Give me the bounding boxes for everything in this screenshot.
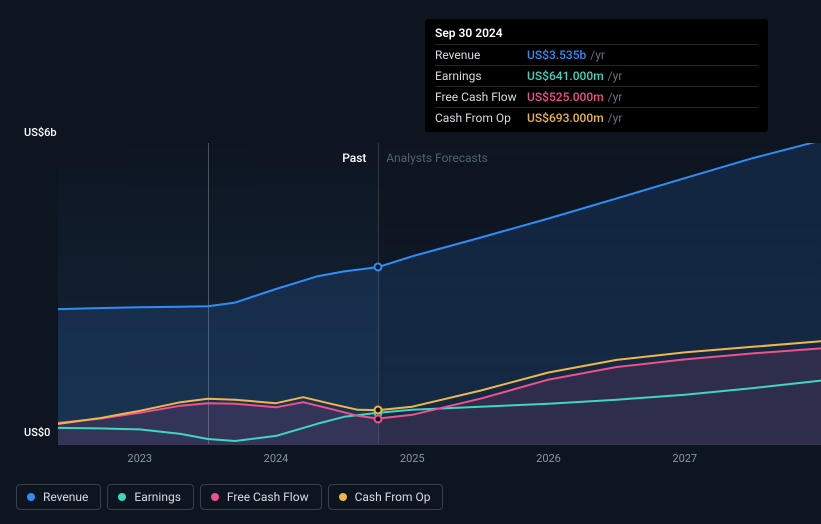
tooltip-metric-label: Cash From Op <box>435 111 527 125</box>
tooltip-row: RevenueUS$3.535b/yr <box>435 44 758 65</box>
tooltip-metric-label: Free Cash Flow <box>435 90 527 104</box>
legend-swatch-icon <box>211 493 219 501</box>
tooltip-metric-label: Revenue <box>435 48 527 62</box>
tooltip-row: Cash From OpUS$693.000m/yr <box>435 107 758 128</box>
forecast-chart[interactable]: Past Analysts Forecasts <box>16 143 805 445</box>
tooltip-metric-label: Earnings <box>435 69 527 83</box>
legend-label: Free Cash Flow <box>227 490 309 504</box>
legend-swatch-icon <box>339 493 347 501</box>
legend-item-revenue[interactable]: Revenue <box>16 484 101 510</box>
chart-legend: Revenue Earnings Free Cash Flow Cash From O… <box>16 484 443 510</box>
legend-item-fcf[interactable]: Free Cash Flow <box>200 484 322 510</box>
tooltip-date: Sep 30 2024 <box>435 26 758 40</box>
tooltip-metric-value: US$525.000m <box>527 90 604 104</box>
legend-item-cfo[interactable]: Cash From Op <box>328 484 444 510</box>
tooltip-metric-unit: /yr <box>608 111 623 125</box>
x-tick: 2027 <box>672 452 697 465</box>
tooltip-metric-value: US$3.535b <box>527 48 586 62</box>
legend-label: Cash From Op <box>355 490 431 504</box>
legend-item-earnings[interactable]: Earnings <box>107 484 194 510</box>
tooltip-metric-value: US$641.000m <box>527 69 604 83</box>
x-tick: 2024 <box>264 452 289 465</box>
tooltip-rows: RevenueUS$3.535b/yrEarningsUS$641.000m/y… <box>435 44 758 128</box>
x-axis-ticks: 2023 2024 2025 2026 2027 <box>58 452 821 468</box>
plot-area[interactable]: Past Analysts Forecasts <box>58 143 821 445</box>
chart-tooltip: Sep 30 2024 RevenueUS$3.535b/yrEarningsU… <box>425 19 768 132</box>
tooltip-row: EarningsUS$641.000m/yr <box>435 65 758 86</box>
revenue-marker <box>374 263 383 272</box>
legend-label: Earnings <box>134 490 181 504</box>
tooltip-row: Free Cash FlowUS$525.000m/yr <box>435 86 758 107</box>
tooltip-metric-value: US$693.000m <box>527 111 604 125</box>
cfo-marker <box>374 406 383 415</box>
legend-swatch-icon <box>27 493 35 501</box>
legend-label: Revenue <box>43 490 88 504</box>
fcf-marker <box>374 414 383 423</box>
tooltip-metric-unit: /yr <box>608 90 623 104</box>
tooltip-metric-unit: /yr <box>608 69 623 83</box>
x-tick: 2025 <box>400 452 425 465</box>
legend-swatch-icon <box>118 493 126 501</box>
y-axis-max-label: US$6b <box>24 126 57 139</box>
chart-svg <box>58 143 821 445</box>
tooltip-metric-unit: /yr <box>590 48 605 62</box>
x-tick: 2026 <box>536 452 561 465</box>
x-tick: 2023 <box>127 452 152 465</box>
